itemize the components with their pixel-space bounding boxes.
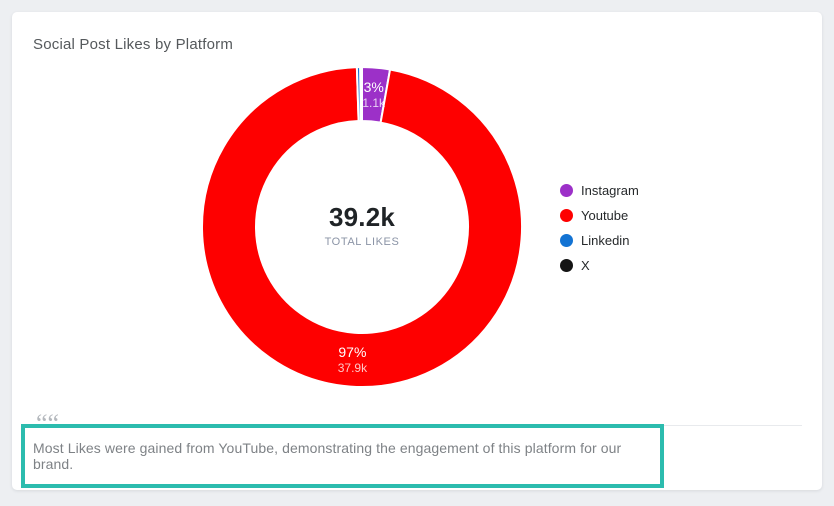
legend-item-youtube[interactable]: Youtube <box>560 203 639 228</box>
legend-label: Instagram <box>581 183 639 198</box>
donut-slice-x[interactable] <box>359 65 363 123</box>
legend-label: Linkedin <box>581 233 630 248</box>
legend-swatch-icon <box>560 209 573 222</box>
chart-card: Social Post Likes by Platform 39.2k TOTA… <box>12 12 822 490</box>
donut-slice-youtube[interactable] <box>201 66 523 388</box>
legend-swatch-icon <box>560 259 573 272</box>
page-title: Social Post Likes by Platform <box>33 36 234 53</box>
donut-chart: 39.2k TOTAL LIKES 3% 1.1k 97% 37.9k <box>192 57 532 397</box>
legend-item-linkedin[interactable]: Linkedin <box>560 228 639 253</box>
legend-item-x[interactable]: X <box>560 253 639 278</box>
chart-legend: Instagram Youtube Linkedin X <box>560 178 639 278</box>
insight-text: Most Likes were gained from YouTube, dem… <box>33 440 622 472</box>
legend-swatch-icon <box>560 234 573 247</box>
legend-label: Youtube <box>581 208 629 223</box>
legend-item-instagram[interactable]: Instagram <box>560 178 639 203</box>
insight-box[interactable]: Most Likes were gained from YouTube, dem… <box>21 424 664 488</box>
legend-label: X <box>581 258 590 273</box>
donut-svg <box>201 65 523 388</box>
legend-swatch-icon <box>560 184 573 197</box>
